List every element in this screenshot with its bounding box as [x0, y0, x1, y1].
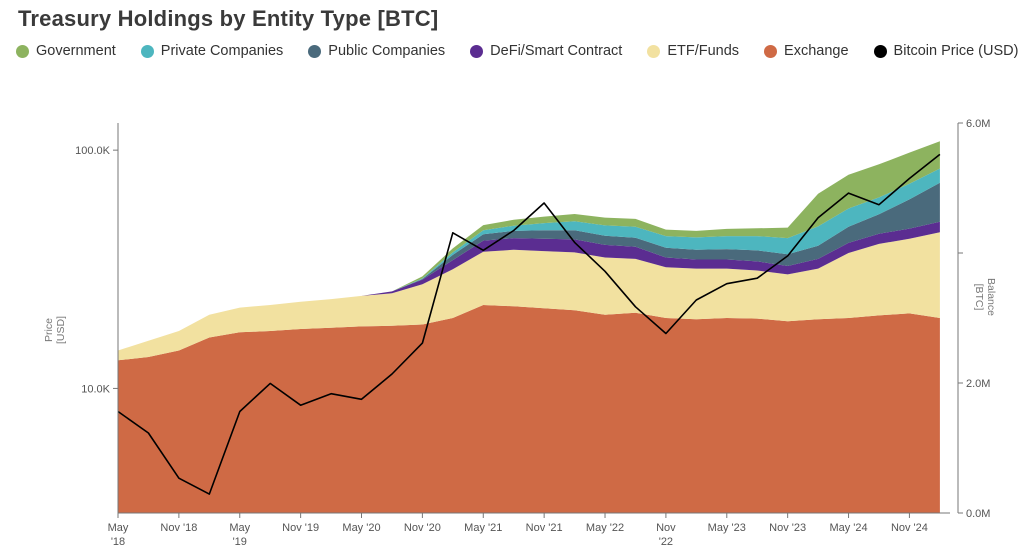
chart-title: Treasury Holdings by Entity Type [BTC] [18, 6, 439, 31]
area-exchange [118, 305, 940, 513]
x-tick-label: Nov '24 [891, 522, 928, 534]
legend-item-etf-funds[interactable]: ETF/Funds [647, 43, 739, 59]
legend-label: DeFi/Smart Contract [490, 43, 623, 59]
x-tick-label: May '23 [708, 522, 746, 534]
line-bitcoin-price [117, 153, 941, 495]
legend-label: Private Companies [160, 43, 284, 59]
legend-label: Bitcoin Price (USD) [893, 43, 1019, 59]
y-right-tick-label: 2.0M [966, 378, 990, 390]
legend-swatch [16, 44, 29, 58]
y-left-tick-label: 10.0K [81, 383, 110, 395]
x-tick-label: Nov '20 [404, 522, 441, 534]
y-right-tick-label: 0.0M [966, 508, 990, 520]
y-right-axis-title: Balance [985, 278, 997, 316]
legend-swatch [470, 44, 484, 58]
legend-item-private-companies[interactable]: Private Companies [140, 43, 284, 59]
x-tick-label: Nov '23 [769, 522, 806, 534]
x-tick-label: May [108, 522, 129, 534]
x-tick-label: '22 [659, 536, 673, 548]
legend-label: Exchange [784, 43, 849, 59]
x-tick-label: Nov '21 [526, 522, 563, 534]
y-left-tick-label: 100.0K [75, 145, 111, 157]
y-right-axis-title-unit: [BTC] [973, 284, 985, 311]
x-tick-label: May '21 [464, 522, 502, 534]
x-tick-label: May [229, 522, 250, 534]
y-right-tick-label: 6.0M [966, 118, 990, 130]
x-tick-label: May '20 [342, 522, 380, 534]
legend-swatch [764, 44, 778, 58]
area-defi [118, 221, 940, 351]
legend-swatch [647, 44, 661, 58]
legend-label: Public Companies [328, 43, 446, 59]
legend-item-public-companies[interactable]: Public Companies [308, 43, 445, 59]
x-tick-label: May '22 [586, 522, 624, 534]
legend-swatch [308, 44, 322, 58]
x-tick-label: Nov '18 [160, 522, 197, 534]
chart-legend: Government Private Companies Public Comp… [16, 43, 1024, 59]
y-left-axis-title: Price [43, 318, 55, 342]
x-tick-label: Nov [656, 522, 676, 534]
legend-item-government[interactable]: Government [16, 43, 116, 59]
legend-item-defi[interactable]: DeFi/Smart Contract [470, 43, 622, 59]
y-left-axis-title-unit: [USD] [55, 316, 67, 344]
legend-item-bitcoin-price[interactable]: Bitcoin Price (USD) [873, 43, 1019, 59]
area-etf-funds [118, 232, 940, 361]
x-tick-label: '19 [233, 536, 247, 548]
x-tick-label: May '24 [829, 522, 867, 534]
legend-label: Government [36, 43, 116, 59]
legend-swatch [873, 44, 887, 58]
legend-item-exchange[interactable]: Exchange [764, 43, 849, 59]
x-tick-label: '18 [111, 536, 125, 548]
x-tick-label: Nov '19 [282, 522, 319, 534]
legend-swatch [140, 44, 154, 58]
legend-label: ETF/Funds [667, 43, 740, 59]
